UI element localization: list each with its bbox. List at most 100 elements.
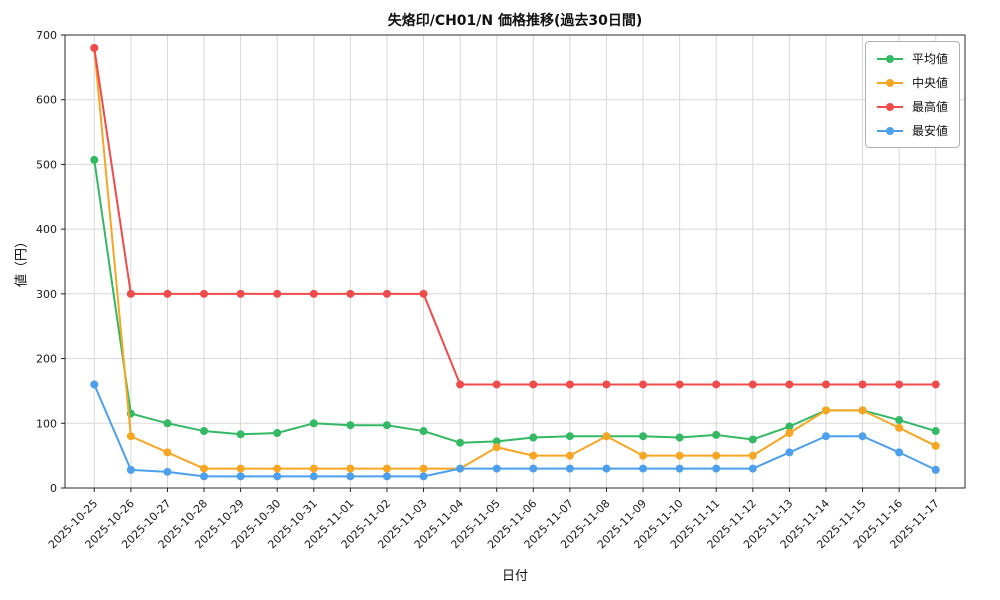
y-tick-label: 400: [36, 223, 57, 236]
legend-marker-icon: [876, 126, 903, 135]
data-point: [309, 289, 318, 298]
legend-marker-icon: [876, 78, 903, 87]
data-point: [346, 472, 355, 481]
data-point: [748, 435, 757, 444]
data-point: [712, 380, 721, 389]
series-1: [90, 155, 940, 447]
data-point: [895, 380, 904, 389]
data-point: [200, 472, 209, 481]
data-point: [346, 289, 355, 298]
legend-label: 平均値: [911, 52, 948, 66]
data-point: [492, 464, 501, 473]
data-point: [675, 433, 684, 442]
data-point: [639, 380, 648, 389]
data-point: [821, 406, 830, 415]
data-point: [236, 289, 245, 298]
data-point: [346, 421, 355, 430]
y-tick-label: 200: [36, 353, 57, 366]
data-point: [200, 427, 209, 436]
data-point: [712, 451, 721, 460]
data-point: [931, 427, 940, 436]
legend-item-3: 最高値: [876, 98, 948, 115]
x-axis-label: 日付: [501, 569, 528, 584]
y-tick-label: 700: [36, 29, 57, 42]
series-4: [90, 380, 940, 481]
data-point: [382, 464, 391, 473]
data-point: [382, 421, 391, 430]
series-line: [93, 46, 937, 470]
y-tick-label: 600: [36, 94, 57, 107]
y-tick-label: 100: [36, 417, 57, 430]
data-point: [931, 465, 940, 474]
plot-border: [64, 34, 966, 489]
data-point: [456, 380, 465, 389]
data-point: [529, 433, 538, 442]
data-point: [748, 464, 757, 473]
data-point: [492, 443, 501, 452]
data-point: [821, 432, 830, 441]
data-point: [126, 432, 135, 441]
data-point: [675, 464, 684, 473]
data-point: [163, 419, 172, 428]
data-point: [419, 289, 428, 298]
legend-label: 最高値: [911, 100, 948, 114]
data-point: [785, 380, 794, 389]
data-point: [200, 289, 209, 298]
data-point: [895, 423, 904, 432]
data-point: [456, 438, 465, 447]
series-line: [93, 383, 937, 478]
data-point: [273, 464, 282, 473]
data-point: [346, 464, 355, 473]
data-point: [236, 430, 245, 439]
data-point: [712, 430, 721, 439]
legend-item-4: 最安値: [876, 122, 948, 139]
data-point: [602, 432, 611, 441]
data-point: [90, 380, 99, 389]
data-point: [565, 464, 574, 473]
data-point: [382, 289, 391, 298]
data-point: [419, 427, 428, 436]
data-point: [236, 464, 245, 473]
legend-item-2: 中央値: [876, 74, 948, 91]
data-point: [492, 380, 501, 389]
data-point: [785, 428, 794, 437]
data-point: [675, 451, 684, 460]
data-point: [126, 465, 135, 474]
data-point: [895, 416, 904, 425]
data-point: [565, 451, 574, 460]
data-point: [639, 451, 648, 460]
data-point: [163, 289, 172, 298]
chart-title: 失烙印/CH01/N 価格推移(過去30日間): [387, 13, 643, 29]
data-point: [273, 428, 282, 437]
gridlines: [65, 34, 965, 489]
legend-marker-icon: [876, 102, 903, 111]
data-point: [931, 441, 940, 450]
data-point: [565, 432, 574, 441]
data-point: [785, 448, 794, 457]
data-point: [821, 380, 830, 389]
data-point: [748, 451, 757, 460]
legend-label: 中央値: [911, 76, 948, 90]
y-tick-label: 500: [36, 158, 57, 171]
data-point: [675, 380, 684, 389]
data-point: [748, 380, 757, 389]
data-point: [529, 380, 538, 389]
series-line: [93, 46, 937, 386]
series-3: [90, 43, 940, 389]
data-point: [931, 380, 940, 389]
data-point: [858, 380, 867, 389]
data-point: [382, 472, 391, 481]
series-line: [93, 158, 937, 444]
legend-marker-icon: [876, 54, 903, 63]
data-point: [309, 464, 318, 473]
data-point: [309, 419, 318, 428]
data-point: [200, 464, 209, 473]
data-point: [712, 464, 721, 473]
data-point: [858, 406, 867, 415]
data-point: [639, 432, 648, 441]
data-point: [456, 464, 465, 473]
data-point: [309, 472, 318, 481]
data-point: [492, 437, 501, 446]
data-point: [858, 432, 867, 441]
data-point: [529, 464, 538, 473]
